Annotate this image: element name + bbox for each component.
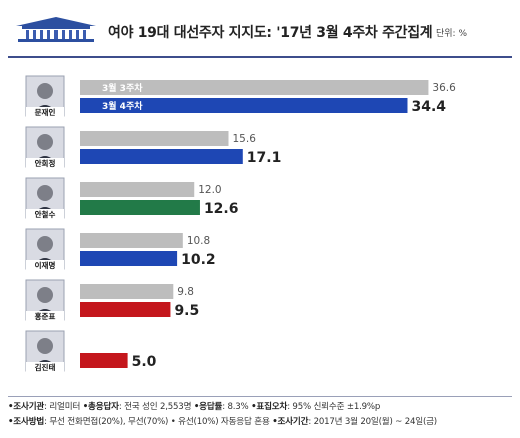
respondents-key: •총응답자: [82, 402, 119, 412]
bar-prev-lee-jae-myung: [80, 233, 183, 248]
portrait-head-icon-ahn-hee-jung: [37, 134, 53, 150]
name-plate-moon-jae-in: [26, 107, 64, 117]
method-key: •조사방법: [8, 417, 45, 427]
respondents-value: : 전국 성인 2,553명: [118, 402, 192, 412]
value-label-curr-lee-jae-myung: 10.2: [181, 252, 216, 268]
period-value: : 2017년 3월 20일(월) ~ 24일(금): [308, 417, 437, 427]
legend-label-prev-week: 3월 3주차: [102, 82, 143, 94]
survey-info-line-1: •조사기관: 리얼미터 •총응답자: 전국 성인 2,553명 •응답률: 8.…: [8, 400, 512, 415]
value-label-curr-moon-jae-in: 34.4: [411, 99, 446, 115]
value-label-prev-moon-jae-in: 36.6: [432, 82, 456, 94]
portrait-head-icon-hong-joon-pyo: [37, 287, 53, 303]
candidate-name-ahn-cheol-soo: 안철수: [35, 209, 56, 219]
value-label-curr-hong-joon-pyo: 9.5: [174, 303, 199, 319]
blue-house-logo-icon: [16, 17, 96, 42]
value-label-prev-hong-joon-pyo: 9.8: [177, 286, 194, 298]
header: 여야 19대 대선주자 지지도: '17년 3월 4주차 주간집계 단위: %: [0, 0, 520, 56]
survey-info-line-2: •조사방법: 무선 전화면접(20%), 무선(70%) • 유선(10%) 자…: [8, 415, 512, 430]
method-value: : 무선 전화면접(20%), 무선(70%) • 유선(10%) 자동응답 혼…: [44, 417, 270, 427]
name-plate-ahn-cheol-soo: [26, 209, 64, 219]
name-plate-lee-jae-myung: [26, 260, 64, 270]
agency-value: : 리얼미터: [44, 402, 81, 412]
bar-curr-ahn-cheol-soo: [80, 200, 200, 215]
bar-prev-moon-jae-in: [80, 80, 429, 95]
value-label-prev-lee-jae-myung: 10.8: [187, 235, 210, 247]
bar-curr-moon-jae-in: [80, 98, 408, 113]
bar-curr-hong-joon-pyo: [80, 302, 171, 317]
name-plate-hong-joon-pyo: [26, 311, 64, 321]
unit-label: 단위: %: [436, 29, 468, 39]
bar-curr-lee-jae-myung: [80, 251, 178, 266]
legend-label-curr-week: 3월 4주차: [102, 100, 143, 112]
value-label-prev-ahn-cheol-soo: 12.0: [198, 184, 221, 196]
bar-prev-ahn-cheol-soo: [80, 182, 195, 197]
response-rate-key: •응답률: [193, 402, 223, 412]
name-plate-ahn-hee-jung: [26, 158, 64, 168]
value-label-curr-kim-jin-tae: 5.0: [132, 354, 157, 370]
margin-of-error-key: •표집오차: [251, 402, 288, 412]
candidate-name-kim-jin-tae: 김진태: [35, 362, 56, 372]
period-key: •조사기간: [272, 417, 309, 427]
candidate-name-lee-jae-myung: 이재명: [35, 260, 56, 270]
agency-key: •조사기관: [8, 402, 45, 412]
candidate-name-hong-joon-pyo: 홍준표: [35, 311, 56, 321]
value-label-prev-ahn-hee-jung: 15.6: [233, 133, 257, 145]
bar-prev-hong-joon-pyo: [80, 284, 174, 299]
margin-of-error-value: : 95% 신뢰수준 ±1.9%p: [287, 402, 381, 412]
portrait-head-icon-lee-jae-myung: [37, 236, 53, 252]
chart-title: 여야 19대 대선주자 지지도: '17년 3월 4주차 주간집계: [108, 25, 433, 41]
portrait-head-icon-ahn-cheol-soo: [37, 185, 53, 201]
survey-info-footer: •조사기관: 리얼미터 •총응답자: 전국 성인 2,553명 •응답률: 8.…: [8, 396, 512, 434]
response-rate-value: : 8.3%: [222, 402, 249, 412]
value-label-curr-ahn-hee-jung: 17.1: [247, 150, 282, 166]
bar-prev-ahn-hee-jung: [80, 131, 229, 146]
name-plate-kim-jin-tae: [26, 362, 64, 372]
bar-curr-kim-jin-tae: [80, 353, 128, 368]
value-label-curr-ahn-cheol-soo: 12.6: [204, 201, 239, 217]
candidate-name-moon-jae-in: 문재인: [35, 107, 56, 117]
header-rule: [8, 56, 512, 58]
portrait-head-icon-kim-jin-tae: [37, 338, 53, 354]
portrait-head-icon-moon-jae-in: [37, 83, 53, 99]
candidate-name-ahn-hee-jung: 안희정: [35, 158, 56, 168]
bar-curr-ahn-hee-jung: [80, 149, 243, 164]
